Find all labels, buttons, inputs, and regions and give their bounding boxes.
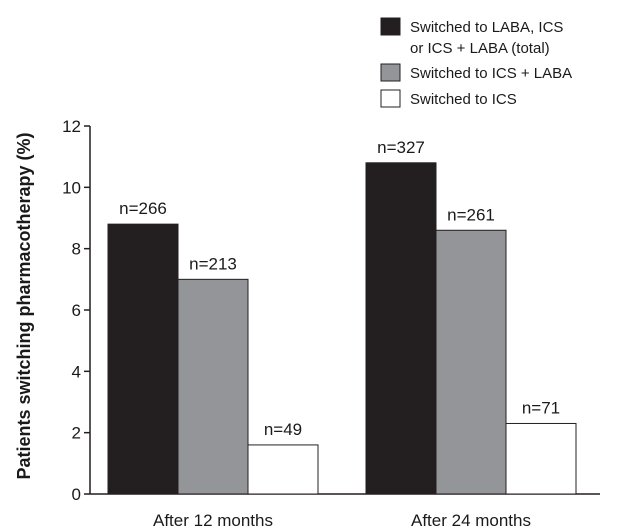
legend-entry: Switched to ICS + LABA: [380, 63, 572, 82]
bar: [177, 278, 249, 495]
legend-swatch: [380, 89, 401, 108]
bar: [505, 422, 577, 495]
legend-label: Switched to ICS: [410, 91, 517, 108]
bar-data-label: n=213: [189, 254, 237, 273]
bar: [107, 223, 179, 495]
y-tick-label: 8: [72, 240, 81, 259]
legend-swatch: [380, 63, 401, 82]
y-tick-label: 0: [72, 485, 81, 504]
y-tick-label: 6: [72, 301, 81, 320]
bar: [365, 162, 437, 495]
y-tick-label: 10: [62, 178, 81, 197]
axes: 0 2 4 6 8 10 12 After 12 months After 24 months: [62, 117, 600, 530]
bars: [107, 162, 577, 495]
x-category-label: After 12 months: [153, 511, 273, 530]
data-labels: n=266 n=213 n=49 n=327 n=261 n=71: [119, 138, 560, 439]
bar-data-label: n=71: [522, 398, 560, 417]
legend-entry: Switched to ICS: [380, 89, 517, 108]
y-tick-label: 2: [72, 424, 81, 443]
bar: [247, 444, 319, 495]
y-axis-label: Patients switching pharmacotherapy (%): [14, 132, 34, 479]
bar-data-label: n=261: [447, 205, 495, 224]
legend: Switched to LABA, ICS or ICS + LABA (tota…: [380, 17, 572, 108]
x-category-label: After 24 months: [411, 511, 531, 530]
legend-entry: Switched to LABA, ICS or ICS + LABA (tota…: [380, 17, 563, 57]
legend-label: Switched to LABA, ICS or ICS + LABA (tota…: [410, 19, 563, 57]
bar: [435, 229, 507, 495]
bar-data-label: n=327: [377, 138, 425, 157]
y-tick-label: 12: [62, 117, 81, 136]
bar-data-label: n=49: [264, 420, 302, 439]
bar-data-label: n=266: [119, 199, 167, 218]
legend-label: Switched to ICS + LABA: [410, 65, 572, 82]
legend-swatch: [380, 17, 401, 36]
y-tick-label: 4: [72, 362, 81, 381]
